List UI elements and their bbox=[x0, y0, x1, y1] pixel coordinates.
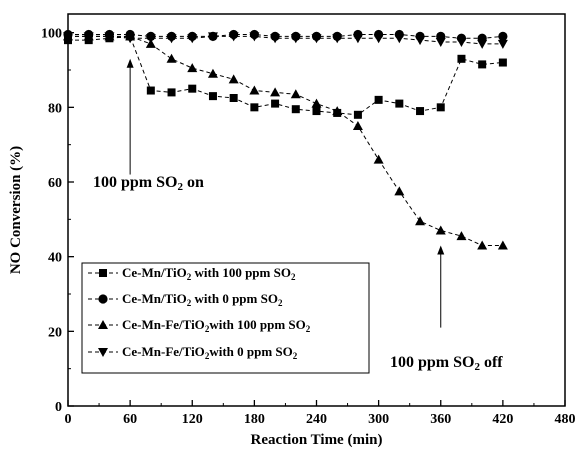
series-1-point bbox=[188, 84, 197, 93]
series-line-1 bbox=[68, 35, 503, 116]
series-4-point bbox=[228, 32, 239, 42]
series-4-point bbox=[290, 34, 301, 44]
series-3-point bbox=[477, 240, 488, 250]
series-4-point bbox=[311, 34, 322, 44]
series-4-point bbox=[83, 32, 94, 42]
x-tick-label: 420 bbox=[492, 412, 513, 427]
series-1-point bbox=[374, 95, 383, 104]
series-4-point bbox=[415, 36, 426, 46]
series-4-point bbox=[477, 39, 488, 49]
series-3-point bbox=[456, 231, 467, 241]
x-tick-label: 60 bbox=[123, 412, 137, 427]
series-1-point bbox=[250, 103, 259, 112]
annotations: 100 ppm SO2 on 100 ppm SO2 off bbox=[93, 58, 503, 373]
x-tick-label: 360 bbox=[430, 412, 451, 427]
series-1-point bbox=[208, 92, 217, 101]
series-4-point bbox=[125, 34, 136, 44]
series-1-point bbox=[498, 58, 507, 67]
legend: Ce-Mn/TiO2 with 100 ppm SO2 Ce-Mn/TiO2 wi… bbox=[81, 262, 370, 374]
series-4-point bbox=[456, 38, 467, 47]
series-3-point bbox=[290, 89, 301, 99]
axis-tick-labels: 0 60 120 180 240 300 360 420 480 0 20 40 60 80 100 bbox=[41, 27, 576, 427]
series-3-point bbox=[249, 85, 260, 95]
series-4-point bbox=[207, 32, 218, 42]
x-tick-label: 120 bbox=[182, 412, 203, 427]
series-3-point bbox=[145, 38, 156, 48]
series-4-point bbox=[270, 34, 281, 44]
legend-marker-4 bbox=[98, 348, 108, 357]
series-1-point bbox=[146, 86, 155, 95]
y-tick-label: 60 bbox=[48, 176, 62, 191]
x-axis-title: Reaction Time (min) bbox=[251, 432, 383, 448]
series-3-point bbox=[373, 154, 384, 164]
legend-label-2: Ce-Mn/TiO2 with 0 ppm SO2 bbox=[122, 291, 283, 308]
y-tick-label: 40 bbox=[48, 251, 62, 266]
series-3-point bbox=[497, 240, 508, 250]
series-3-point bbox=[435, 225, 446, 235]
annotation-arrowhead-2 bbox=[437, 245, 445, 255]
annotation-arrowhead-1 bbox=[126, 58, 134, 68]
series-1-point bbox=[416, 107, 425, 116]
series-4-point bbox=[187, 34, 198, 44]
x-tick-label: 180 bbox=[244, 412, 265, 427]
series-3-point bbox=[332, 106, 343, 116]
legend-marker-2 bbox=[98, 294, 108, 304]
series-4-point bbox=[63, 32, 73, 42]
annotation-label-so2-off: 100 ppm SO2 off bbox=[390, 354, 503, 373]
series-3-point bbox=[311, 98, 322, 108]
series-3-point bbox=[228, 74, 239, 84]
x-tick-label: 300 bbox=[368, 412, 389, 427]
series-1-point bbox=[457, 54, 466, 63]
x-tick-label: 480 bbox=[555, 412, 576, 427]
series-1-point bbox=[353, 110, 362, 119]
series-1-point bbox=[478, 60, 487, 69]
series-4-point bbox=[249, 32, 260, 42]
series-4-point bbox=[435, 38, 446, 47]
series-4-point bbox=[332, 34, 343, 44]
series-1-point bbox=[167, 88, 176, 97]
series-1-point bbox=[229, 94, 238, 102]
series-4-point bbox=[497, 39, 508, 49]
series-3-point bbox=[207, 68, 218, 78]
legend-label-4: Ce-Mn-Fe/TiO2with 0 ppm SO2 bbox=[122, 344, 298, 361]
series-line-2 bbox=[68, 34, 503, 39]
series-1-point bbox=[271, 99, 280, 108]
series-4-point bbox=[394, 34, 405, 44]
series-line-4 bbox=[68, 35, 503, 45]
series-1-point bbox=[395, 99, 404, 108]
y-tick-label: 20 bbox=[48, 325, 62, 340]
series-3-point bbox=[415, 216, 426, 226]
series-4-point bbox=[166, 34, 177, 44]
series-3-point bbox=[394, 186, 405, 196]
x-tick-label: 0 bbox=[65, 412, 72, 427]
annotation-label-so2-on: 100 ppm SO2 on bbox=[93, 174, 204, 193]
series-3-point bbox=[270, 87, 281, 97]
x-tick-label: 240 bbox=[306, 412, 327, 427]
series-4-point bbox=[104, 32, 115, 42]
y-axis-title: NO Conversion (%) bbox=[8, 146, 24, 274]
series-lines bbox=[68, 34, 503, 246]
series-4-point bbox=[145, 34, 156, 44]
series-2-point bbox=[498, 31, 508, 41]
series-1-point bbox=[291, 105, 300, 114]
series-3-point bbox=[166, 53, 177, 63]
series-3-point bbox=[187, 63, 198, 73]
legend-box bbox=[81, 262, 370, 374]
legend-marker-3 bbox=[98, 320, 108, 329]
series-1-point bbox=[436, 103, 445, 112]
legend-label-3: Ce-Mn-Fe/TiO2with 100 ppm SO2 bbox=[122, 317, 311, 334]
series-markers bbox=[63, 29, 508, 250]
legend-marker-1 bbox=[99, 269, 107, 277]
series-4-point bbox=[352, 34, 363, 44]
y-tick-label: 0 bbox=[55, 400, 62, 415]
legend-label-1: Ce-Mn/TiO2 with 100 ppm SO2 bbox=[122, 265, 296, 282]
series-line-3 bbox=[68, 35, 503, 246]
y-tick-label: 80 bbox=[48, 101, 62, 116]
y-tick-label: 100 bbox=[41, 27, 62, 42]
series-3-point bbox=[352, 121, 363, 130]
series-4-point bbox=[373, 34, 384, 44]
series-1-point bbox=[312, 107, 321, 116]
